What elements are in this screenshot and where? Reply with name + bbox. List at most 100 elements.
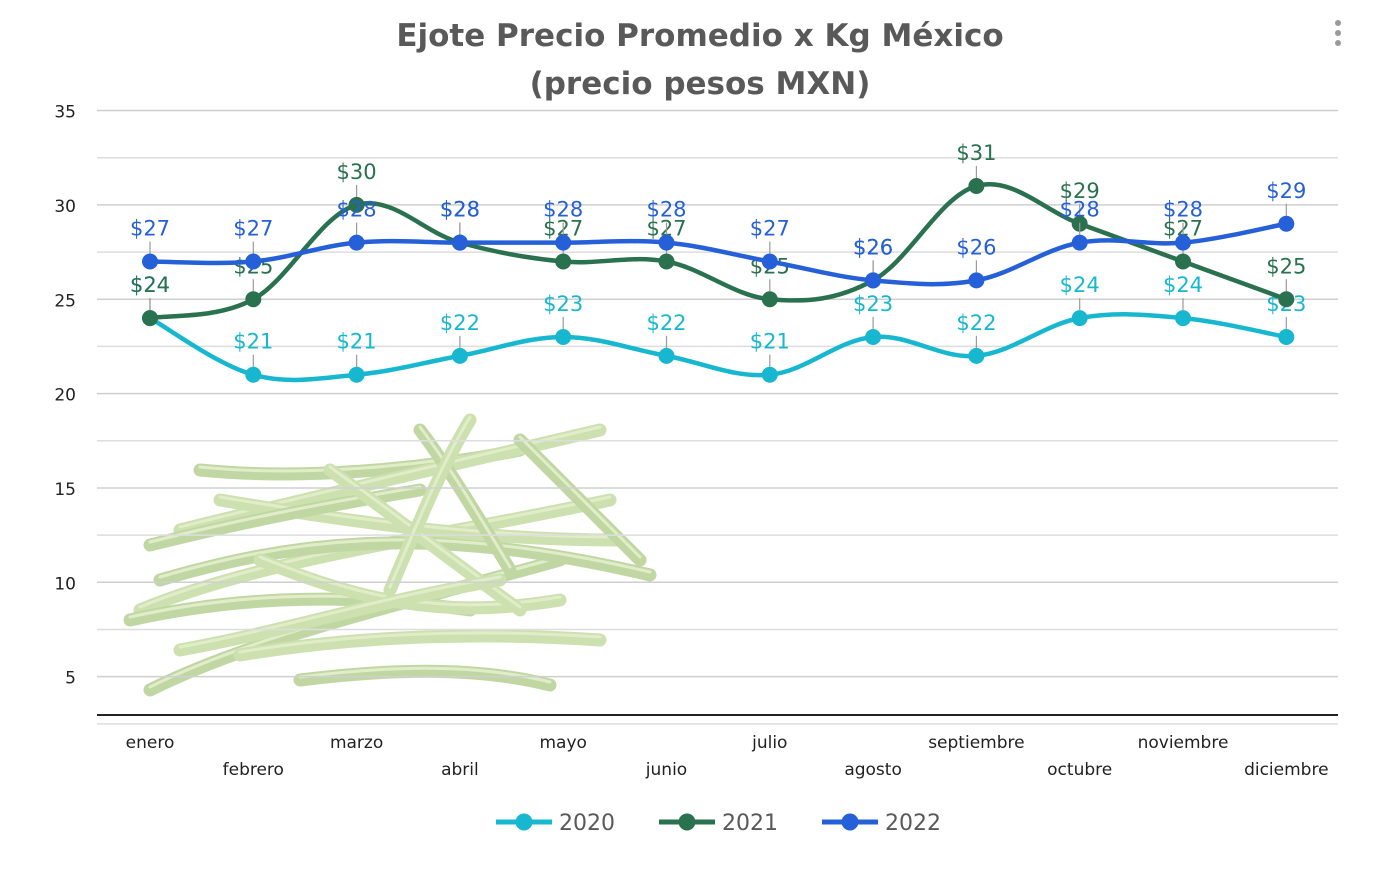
data-point-2020 xyxy=(761,366,778,383)
data-point-2021 xyxy=(142,310,158,327)
x-tick-label: octubre xyxy=(1047,760,1112,780)
x-tick-label: agosto xyxy=(844,760,902,780)
data-label-2020: $24 xyxy=(1163,273,1203,297)
data-label-2020: $22 xyxy=(646,311,686,335)
data-label-2022: $26 xyxy=(956,235,996,259)
legend-marker-2022 xyxy=(841,813,859,831)
y-tick-label: 15 xyxy=(54,480,76,500)
data-point-2022 xyxy=(451,234,468,251)
green-bean xyxy=(513,433,647,567)
data-point-2020 xyxy=(245,366,262,383)
data-label-2022: $27 xyxy=(130,217,170,241)
legend-item-2020: 2020 xyxy=(496,811,615,836)
green-bean-highlight xyxy=(328,465,522,609)
data-label-2022: $27 xyxy=(750,217,790,241)
green-bean-highlight xyxy=(148,485,422,544)
data-label-2021: $28 xyxy=(440,198,480,222)
data-point-2022 xyxy=(1071,234,1088,251)
x-tick-label: enero xyxy=(126,733,175,753)
data-label-2020: $23 xyxy=(853,292,893,316)
data-point-2021 xyxy=(1175,253,1191,270)
data-label-2022: $28 xyxy=(543,198,583,222)
data-point-2022 xyxy=(142,253,158,270)
data-point-2022 xyxy=(968,272,985,289)
y-tick-label: 5 xyxy=(65,669,76,689)
data-label-2020: $22 xyxy=(956,311,996,335)
series-line-2022 xyxy=(149,221,1287,287)
y-tick-label: 20 xyxy=(54,386,76,406)
green-bean-highlight xyxy=(158,538,652,579)
data-label-2021: $26 xyxy=(853,235,893,259)
y-tick-label: 35 xyxy=(54,103,76,123)
data-point-2021 xyxy=(658,253,675,270)
data-point-2022 xyxy=(865,272,882,289)
y-tick-label: 10 xyxy=(54,574,76,594)
data-label-2021: $29 xyxy=(1060,179,1100,203)
data-point-2022 xyxy=(658,234,675,251)
data-point-2022 xyxy=(555,234,572,251)
data-label-2022: $28 xyxy=(646,198,686,222)
data-label-2022: $28 xyxy=(1163,198,1203,222)
data-label-2022: $26 xyxy=(853,235,893,259)
x-tick-label: abril xyxy=(441,760,479,780)
data-label-2020: $21 xyxy=(337,330,377,354)
green-bean xyxy=(153,536,657,587)
x-tick-label: marzo xyxy=(330,733,383,753)
green-bean xyxy=(413,423,517,577)
legend-label-2021: 2021 xyxy=(722,811,778,836)
chart-title: Ejote Precio Promedio x Kg México xyxy=(396,18,1004,54)
series-line-2020 xyxy=(148,312,1287,383)
green-bean xyxy=(133,493,617,617)
data-point-2020 xyxy=(1278,328,1295,345)
legend-label-2020: 2020 xyxy=(559,811,615,836)
data-point-2022 xyxy=(348,234,365,251)
data-point-2020 xyxy=(1175,310,1191,327)
data-point-2020 xyxy=(348,366,365,383)
x-tick-label: septiembre xyxy=(928,733,1024,753)
data-label-2022: $27 xyxy=(233,217,273,241)
data-label-2020: $23 xyxy=(543,292,583,316)
chart-subtitle: (precio pesos MXN) xyxy=(529,66,871,102)
green-bean xyxy=(143,483,427,552)
more-options-icon[interactable] xyxy=(1330,20,1346,52)
y-tick-label: 30 xyxy=(54,197,76,217)
x-tick-label: mayo xyxy=(539,733,586,753)
x-tick-label: julio xyxy=(751,733,787,753)
data-point-2020 xyxy=(1071,310,1088,327)
y-tick-label: 25 xyxy=(54,291,76,311)
series-2020: $24$21$21$22$23$22$21$23$22$24$24$23 xyxy=(130,273,1306,383)
x-tick-label: noviembre xyxy=(1138,733,1229,753)
data-label-2020: $22 xyxy=(440,311,480,335)
green-bean-highlight xyxy=(178,425,602,529)
data-point-2022 xyxy=(245,253,262,270)
data-point-2020 xyxy=(658,347,675,364)
green-bean-highlight xyxy=(298,666,552,684)
legend-marker-2020 xyxy=(515,813,533,831)
data-point-2020 xyxy=(555,328,572,345)
data-label-2020: $24 xyxy=(130,273,170,297)
legend-label-2022: 2022 xyxy=(885,811,941,836)
data-label-2021: $24 xyxy=(130,273,170,297)
data-label-2021: $30 xyxy=(337,160,377,184)
green-bean-highlight xyxy=(238,631,602,654)
data-point-2020 xyxy=(451,347,468,364)
data-label-2022: $29 xyxy=(1266,179,1306,203)
data-point-2022 xyxy=(1175,234,1191,251)
data-label-2022: $28 xyxy=(1060,198,1100,222)
series-2021: $24$25$30$28$27$27$25$26$31$29$27$25 xyxy=(130,141,1306,327)
data-label-2022: $28 xyxy=(337,198,377,222)
data-point-2021 xyxy=(245,291,262,308)
data-label-2020: $21 xyxy=(233,330,273,354)
legend-item-2021: 2021 xyxy=(659,811,778,836)
data-point-2021 xyxy=(1278,291,1295,308)
data-label-2020: $24 xyxy=(1060,273,1100,297)
green-bean xyxy=(233,629,607,662)
data-point-2022 xyxy=(761,253,778,270)
green-bean-highlight xyxy=(388,415,472,589)
series-2022: $27 $27$28 $28 $28 $28$27$26 $26$28 $28$29 xyxy=(130,179,1306,289)
green-bean xyxy=(173,573,507,657)
legend-marker-2021 xyxy=(678,813,696,831)
legend-item-2022: 2022 xyxy=(822,811,941,836)
